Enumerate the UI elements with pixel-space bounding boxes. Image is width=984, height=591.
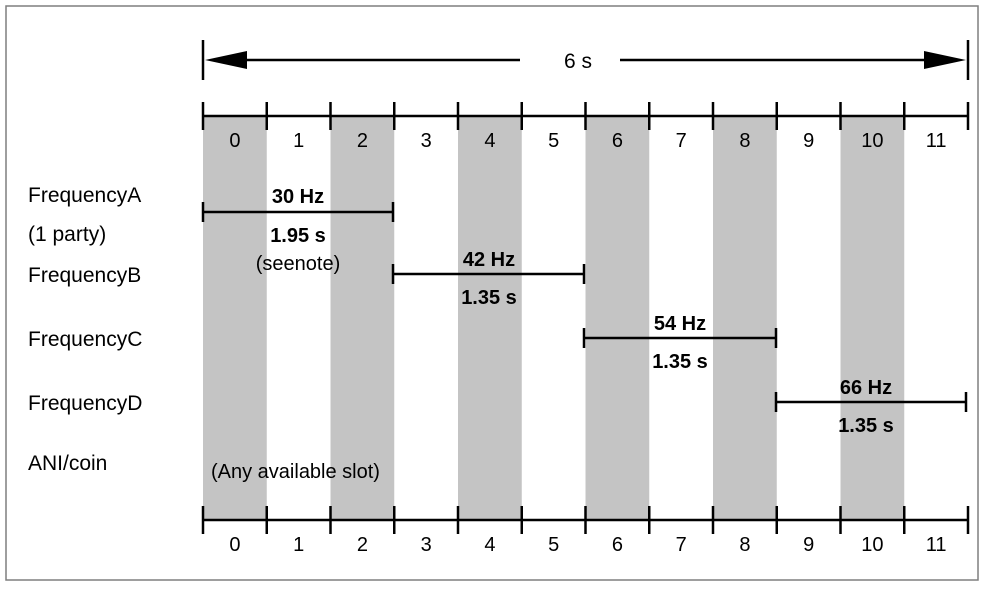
row-labels: FrequencyA (1 party) FrequencyB Frequenc…	[28, 184, 142, 475]
top-slot-number-10: 10	[861, 130, 883, 152]
row-sublabel-frequency-a: (1 party)	[28, 223, 106, 246]
top-slot-number-4: 4	[484, 130, 495, 152]
segment-b-frequency: 42 Hz	[463, 249, 515, 271]
bottom-slot-number-10: 10	[861, 534, 883, 556]
bottom-slot-number-6: 6	[612, 534, 623, 556]
segment-b-duration: 1.35 s	[461, 287, 517, 309]
top-slot-number-1: 1	[293, 130, 304, 152]
top-slot-number-0: 0	[229, 130, 240, 152]
segment-b: 42 Hz 1.35 s	[391, 249, 586, 309]
shaded-slot-8	[713, 116, 777, 520]
shaded-slots	[203, 116, 905, 520]
top-slot-number-8: 8	[739, 130, 750, 152]
top-slot-number-11: 11	[926, 130, 947, 152]
segment-a-frequency: 30 Hz	[272, 186, 324, 208]
bottom-slot-number-3: 3	[421, 534, 432, 556]
slot-numbers: 0 1 2 3 4 5 6 7 8 9 10 11 0 1 2 3 4 5 6 7 8 9 10 11	[229, 130, 946, 556]
shaded-slot-2	[330, 116, 395, 520]
shaded-slot-4	[458, 116, 522, 520]
row-label-frequency-c: FrequencyC	[28, 328, 142, 351]
segment-c-duration: 1.35 s	[652, 351, 708, 373]
segment-a: 30 Hz 1.95 s (seenote)	[201, 186, 395, 275]
top-slot-number-7: 7	[676, 130, 687, 152]
row-label-ani-coin: ANI/coin	[28, 452, 107, 475]
segment-c-frequency: 54 Hz	[654, 313, 706, 335]
bottom-slot-number-4: 4	[484, 534, 495, 556]
bottom-slot-number-9: 9	[803, 534, 814, 556]
duration-arrow: 6 s	[201, 40, 970, 80]
segment-d: 66 Hz 1.35 s	[774, 377, 968, 437]
bottom-slot-number-11: 11	[926, 534, 947, 556]
top-slot-number-6: 6	[612, 130, 623, 152]
slot-rulers	[201, 102, 970, 534]
arrow-left-head	[205, 51, 247, 69]
top-slot-number-2: 2	[357, 130, 368, 152]
arrow-right-head	[924, 51, 966, 69]
frame-border	[5, 5, 979, 581]
shaded-slot-6	[585, 116, 650, 520]
segment-a-duration: 1.95 s	[270, 225, 326, 247]
top-slot-number-5: 5	[548, 130, 559, 152]
bottom-slot-number-5: 5	[548, 534, 559, 556]
bottom-slot-number-1: 1	[293, 534, 304, 556]
bottom-slot-number-7: 7	[676, 534, 687, 556]
ani-coin-note: (Any available slot)	[211, 461, 380, 483]
segment-a-note: (seenote)	[256, 253, 341, 275]
segment-d-duration: 1.35 s	[838, 415, 894, 437]
top-slot-number-9: 9	[803, 130, 814, 152]
bottom-slot-number-0: 0	[229, 534, 240, 556]
row-label-frequency-b: FrequencyB	[28, 264, 141, 287]
shaded-slot-10	[840, 116, 905, 520]
segment-c: 54 Hz 1.35 s	[582, 313, 778, 373]
duration-label: 6 s	[564, 50, 592, 73]
row-label-frequency-a: FrequencyA	[28, 184, 141, 207]
segment-d-frequency: 66 Hz	[840, 377, 892, 399]
bottom-slot-number-2: 2	[357, 534, 368, 556]
shaded-slot-0	[203, 116, 267, 520]
bottom-slot-number-8: 8	[739, 534, 750, 556]
row-label-frequency-d: FrequencyD	[28, 392, 142, 415]
top-slot-number-3: 3	[421, 130, 432, 152]
